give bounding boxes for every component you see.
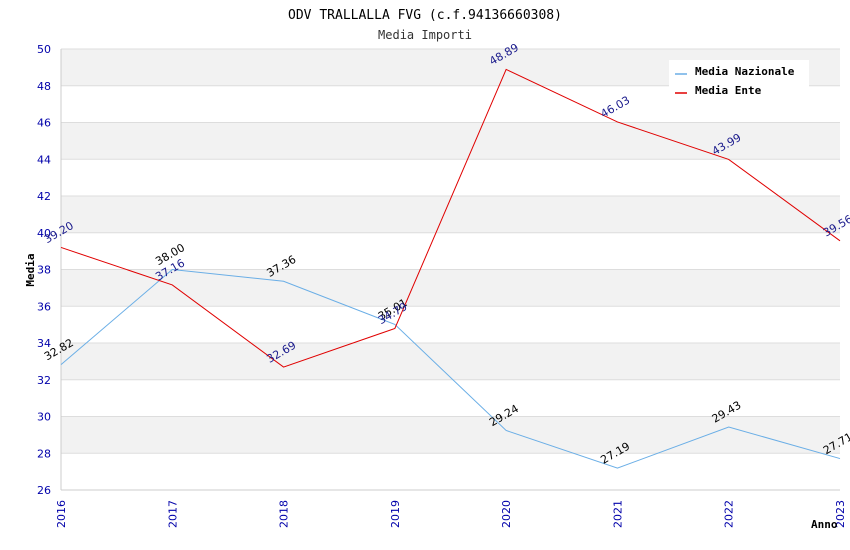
x-tick-label: 2022 (723, 500, 736, 528)
y-axis-ticks: 26 28 30 32 34 36 38 40 42 44 46 48 50 (37, 43, 51, 497)
y-tick-label: 28 (37, 447, 51, 460)
y-tick-label: 44 (37, 153, 51, 166)
y-tick-label: 32 (37, 374, 51, 387)
series-line-media-ente (60, 68, 841, 368)
series-line-media-nazionale (60, 268, 841, 469)
plot-band (61, 306, 840, 343)
y-axis-title: Media (24, 253, 37, 286)
plot-band (61, 269, 840, 307)
plot-band (61, 379, 840, 417)
y-tick-label: 26 (37, 484, 51, 497)
y-tick-label: 40 (37, 227, 51, 240)
plot-band (61, 196, 840, 233)
x-tick-label: 2017 (166, 500, 179, 528)
legend-box (669, 60, 809, 100)
plot-band (61, 416, 840, 454)
y-tick-label: 46 (37, 117, 51, 130)
x-tick-label: 2023 (834, 500, 847, 528)
x-tick-label: 2021 (611, 500, 624, 528)
grid-lines (60, 48, 840, 491)
legend-label-media-nazionale: Media Nazionale (695, 65, 795, 78)
series-lines (60, 68, 841, 469)
x-tick-label: 2020 (500, 500, 513, 528)
plot-background (61, 49, 840, 490)
x-tick-label: 2016 (55, 500, 68, 528)
x-axis-ticks: 2016 2017 2018 2019 2020 2021 2022 2023 (55, 500, 847, 528)
chart-subtitle: Media Importi (378, 28, 472, 42)
plot-band (61, 453, 840, 490)
x-axis-title: Anno (811, 518, 838, 531)
y-tick-label: 50 (37, 43, 51, 56)
y-tick-label: 48 (37, 80, 51, 93)
x-tick-label: 2018 (278, 500, 291, 528)
plot-band (61, 343, 840, 380)
plot-band (61, 159, 840, 196)
y-tick-label: 34 (37, 337, 51, 350)
plot-band (61, 232, 840, 270)
y-tick-label: 30 (37, 411, 51, 424)
y-tick-label: 42 (37, 190, 51, 203)
x-tick-label: 2019 (389, 500, 402, 528)
chart-title: ODV TRALLALLA FVG (c.f.94136660308) (288, 8, 562, 23)
legend: Media Nazionale Media Ente (669, 60, 809, 100)
legend-label-media-ente: Media Ente (695, 84, 762, 97)
y-tick-label: 38 (37, 264, 51, 277)
y-tick-label: 36 (37, 300, 51, 313)
